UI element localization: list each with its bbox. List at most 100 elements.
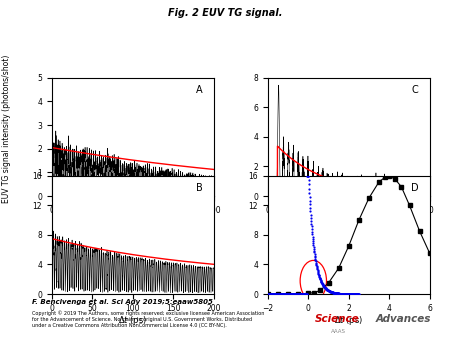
Point [296, 291, 303, 296]
Point [323, 286, 330, 292]
Point [284, 291, 291, 296]
Point [308, 229, 315, 235]
Point [309, 234, 316, 239]
Point [295, 291, 302, 297]
Point [280, 291, 287, 296]
Point [306, 190, 313, 196]
Point [341, 291, 348, 296]
Point [312, 259, 319, 264]
Point [318, 279, 325, 284]
Point [284, 291, 292, 296]
Point [278, 291, 285, 297]
Point [351, 291, 358, 297]
Point [315, 273, 323, 279]
Point [310, 246, 318, 251]
Point [345, 291, 352, 297]
Point [275, 291, 282, 296]
Point [307, 209, 314, 214]
Point [345, 291, 352, 297]
Point [315, 271, 322, 276]
Point [276, 291, 283, 296]
Point [304, 173, 311, 178]
Point [278, 291, 285, 296]
Point [304, 173, 311, 178]
Text: AAAS: AAAS [331, 329, 346, 334]
Point [348, 291, 356, 297]
Point [304, 173, 311, 178]
Point [333, 290, 340, 296]
Point [355, 291, 362, 297]
Point [344, 291, 351, 297]
Point [293, 291, 300, 296]
Point [299, 291, 306, 297]
Point [315, 272, 322, 277]
Point [306, 205, 314, 211]
Point [275, 291, 283, 296]
Point [283, 291, 290, 296]
Point [268, 291, 275, 296]
Point [332, 290, 339, 296]
Point [306, 198, 313, 203]
Point [265, 291, 272, 297]
Point [299, 291, 306, 296]
Point [324, 288, 331, 293]
Point [326, 289, 333, 294]
Point [325, 288, 332, 293]
Point [297, 291, 304, 296]
Point [325, 288, 333, 293]
Point [331, 290, 338, 295]
Point [284, 291, 291, 296]
Point [326, 288, 333, 294]
Point [271, 291, 278, 296]
Point [273, 291, 280, 297]
Point [334, 291, 341, 296]
Point [300, 291, 307, 297]
Point [294, 291, 301, 296]
Point [271, 291, 279, 297]
Point [327, 289, 334, 294]
Point [343, 291, 351, 297]
Point [330, 290, 337, 295]
Point [278, 291, 285, 297]
Point [314, 267, 321, 272]
Point [352, 291, 359, 297]
Point [353, 291, 360, 297]
Point [342, 291, 349, 296]
Point [315, 270, 322, 276]
Point [349, 291, 356, 297]
Point [340, 291, 347, 296]
Point [337, 291, 344, 296]
Point [279, 291, 286, 296]
Point [279, 291, 286, 297]
Point [342, 291, 350, 297]
Point [313, 262, 320, 268]
Point [349, 291, 356, 297]
Point [319, 281, 326, 287]
Point [352, 291, 359, 297]
Point [351, 291, 358, 297]
Point [319, 282, 326, 287]
Point [288, 291, 295, 296]
Point [277, 291, 284, 297]
Point [304, 173, 311, 178]
Text: D: D [411, 183, 419, 193]
Point [299, 291, 306, 296]
Point [347, 291, 354, 297]
Point [297, 291, 305, 297]
Point [301, 291, 308, 296]
Point [274, 291, 281, 297]
Point [277, 291, 284, 296]
Point [289, 291, 297, 297]
Point [269, 291, 276, 297]
Point [289, 291, 297, 296]
Point [266, 291, 273, 297]
Point [320, 283, 327, 288]
Point [288, 291, 295, 296]
Point [294, 291, 301, 296]
Point [289, 291, 296, 297]
Point [328, 289, 335, 295]
Point [342, 291, 349, 296]
Point [287, 291, 294, 297]
Point [274, 291, 281, 296]
Point [355, 291, 362, 297]
